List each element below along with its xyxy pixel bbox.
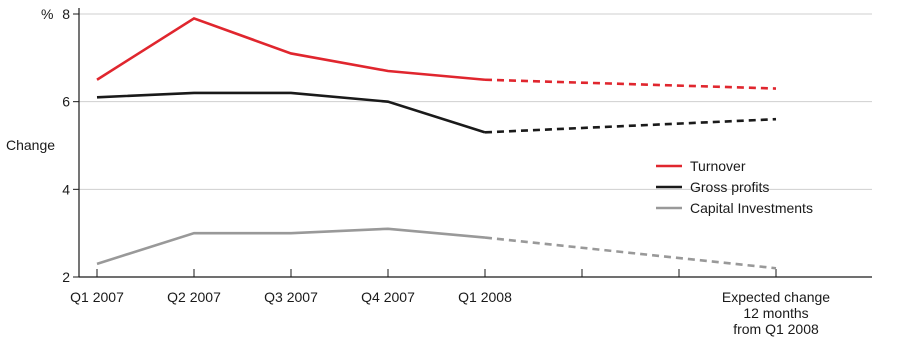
legend-label-gross-profits: Gross profits: [690, 179, 769, 195]
y-tick-label-6: 6: [62, 94, 70, 110]
series-projection-turnover: [484, 78, 777, 90]
x-tick-label-2: Q3 2007: [264, 289, 318, 305]
y-tick-label-4: 4: [62, 181, 70, 197]
x-tick-label-4: Q1 2008: [458, 289, 512, 305]
x-tick-label-1: Q2 2007: [167, 289, 221, 305]
legend-label-turnover: Turnover: [690, 158, 746, 174]
series-line-gross-profits: [96, 91, 486, 134]
axes: [73, 8, 872, 278]
legend: Turnover Gross profits Capital Investments: [656, 158, 813, 216]
tick-labels: 2 4 6 8% Change Q1 2007 Q2 2007 Q3 2007 Q4 2007 Q…: [6, 6, 830, 337]
gridlines: [79, 13, 872, 190]
x-tick-label-7: Expected change 12 months from Q1 2008: [722, 289, 830, 337]
y-tick-label-2: 2: [62, 269, 70, 285]
series-projection-gross-profits: [484, 117, 777, 134]
y-axis-title: Change: [6, 137, 55, 153]
x-tick-label-3: Q4 2007: [361, 289, 415, 305]
x-tick-label-0: Q1 2007: [70, 289, 124, 305]
legend-label-capital-investments: Capital Investments: [690, 200, 813, 216]
series-line-turnover: [96, 16, 486, 82]
y-unit-label: %: [41, 6, 53, 22]
y-tick-label-8: 8: [62, 6, 70, 22]
series-projection-capital-investments: [484, 236, 777, 270]
series-line-capital-investments: [96, 227, 486, 266]
series-lines: [96, 16, 777, 270]
